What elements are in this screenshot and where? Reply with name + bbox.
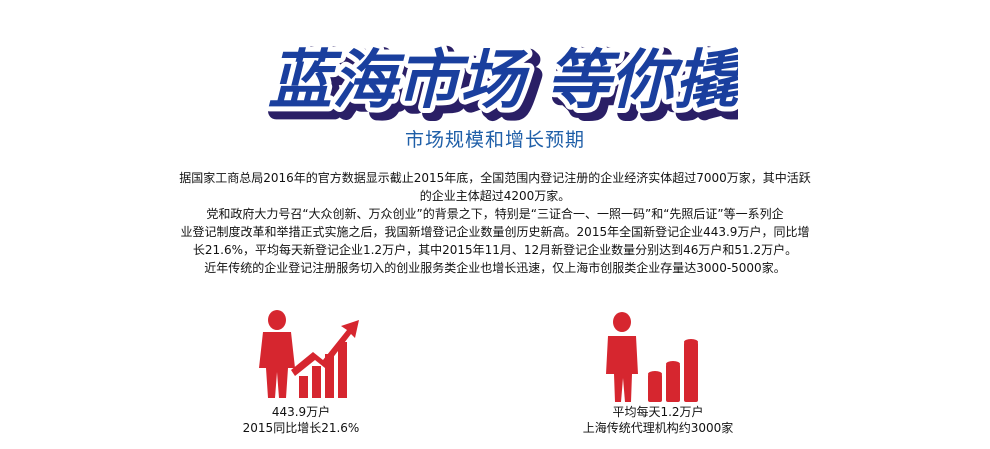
hero-title-shadow: 蓝海市场 等你撬动: [274, 50, 738, 124]
paragraph-line: 近年传统的企业登记注册服务切入的创业服务类企业也增长迅速，仅上海市创服类企业存量…: [204, 261, 786, 275]
stat-value: 平均每天1.2万户: [612, 405, 704, 419]
section-subtitle: 市场规模和增长预期: [404, 129, 585, 151]
stat-value: 443.9万户: [271, 405, 331, 419]
stat-new-enterprises: 443.9万户 2015同比增长21.6%: [236, 404, 366, 436]
hero-title-outline: 蓝海市场 等你撬动: [268, 44, 738, 118]
hero-title-graphic: 蓝海市场 等你撬动 蓝海市场 等你撬动 蓝海市场 等你撬动: [263, 39, 738, 130]
paragraph-line: 的企业主体超过4200万家。: [419, 189, 571, 203]
paragraph-line: 长21.6%，平均每天新登记企业1.2万户，其中2015年11月、12月新登记企…: [192, 243, 798, 257]
stat-daily-registrations: 平均每天1.2万户 上海传统代理机构约3000家: [568, 404, 748, 436]
paragraph-line: 业登记制度改革和举措正式实施之后，我国新增登记企业数量创历史新高。2015年全国…: [180, 225, 810, 239]
paragraph-line: 党和政府大力号召“大众创新、万众创业”的背景之下，特别是“三证合一、一照一码”和…: [206, 207, 784, 221]
hero-title: 蓝海市场 等你撬动 蓝海市场 等你撬动 蓝海市场 等你撬动: [258, 26, 738, 130]
businessman-coin-stacks-icon: [604, 312, 714, 404]
hero-title-text: 蓝海市场 等你撬动: [268, 44, 738, 118]
stat-caption: 上海传统代理机构约3000家: [582, 421, 734, 435]
paragraph-line: 据国家工商总局2016年的官方数据显示截止2015年底，全国范围内登记注册的企业…: [179, 171, 811, 185]
stat-caption: 2015同比增长21.6%: [242, 421, 360, 435]
businessman-growth-chart-icon: [255, 310, 365, 400]
market-description: 据国家工商总局2016年的官方数据显示截止2015年底，全国范围内登记注册的企业…: [125, 169, 865, 277]
